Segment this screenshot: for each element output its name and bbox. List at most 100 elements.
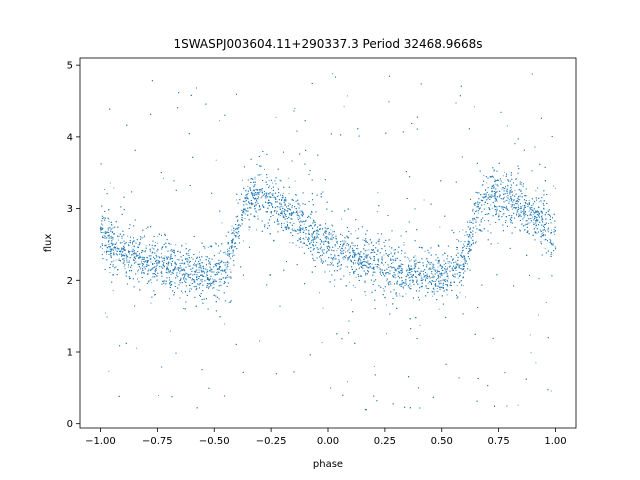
data-point [467,263,468,265]
data-point [346,95,348,97]
data-point [136,347,138,349]
data-point [431,276,433,278]
data-point [365,257,367,259]
data-point [355,254,357,256]
data-point [143,236,145,238]
data-point [168,242,170,244]
data-point [487,198,489,199]
data-point [281,224,282,226]
data-point [528,205,529,207]
data-point [282,206,284,208]
data-point [491,195,493,197]
data-point [178,280,180,282]
data-point [140,267,142,269]
data-point [413,268,415,270]
data-point [297,203,299,205]
data-point [198,251,200,253]
data-point [411,259,413,261]
data-point [237,226,239,228]
data-point [145,256,147,258]
data-point [169,298,170,300]
data-point [300,227,302,229]
data-point [431,273,433,274]
data-point [224,323,226,325]
data-point [347,381,348,383]
data-point [514,189,516,191]
data-point [383,254,385,256]
data-point [169,262,171,264]
data-point [389,246,390,248]
data-point [352,245,354,246]
data-point [166,259,168,260]
data-point [338,258,340,260]
data-point [127,266,129,268]
data-point [231,229,233,231]
data-point [268,180,270,182]
data-point [330,229,332,231]
data-point [160,253,162,254]
data-point [252,189,254,191]
data-point [219,120,220,122]
data-point [128,250,130,252]
data-point [345,266,347,268]
data-point [115,249,117,251]
data-point [261,190,263,192]
data-point [129,253,130,255]
data-point [279,179,281,181]
data-point [279,215,281,216]
data-point [304,221,306,223]
data-point [303,223,305,225]
data-point [494,183,496,185]
data-point [167,257,169,259]
data-point [144,261,146,263]
data-point [313,245,315,247]
data-point [151,282,153,284]
data-point [101,254,103,256]
data-point [123,258,125,259]
data-point [150,302,152,304]
data-point [228,301,230,303]
data-point [499,194,500,196]
data-point [526,220,528,222]
data-point [216,289,218,291]
data-point [359,267,360,269]
data-point [414,255,416,257]
data-point [298,246,300,248]
data-point [542,231,544,233]
data-point [150,261,152,263]
data-point [538,201,540,203]
data-point [294,180,296,182]
data-point [349,247,351,249]
data-point [507,190,508,192]
data-point [188,255,190,256]
data-point [508,209,510,211]
data-point [334,285,335,287]
data-point [288,202,290,204]
data-point [108,221,110,222]
data-point [140,257,142,259]
data-point [237,233,239,235]
data-point [109,182,111,184]
data-point [381,275,382,276]
data-point [188,259,190,261]
data-point [334,245,336,247]
data-point [373,365,375,367]
data-point [127,235,129,237]
data-point [352,284,354,286]
data-point [305,220,307,222]
data-point [510,204,512,206]
data-point [231,252,233,254]
data-point [359,260,361,262]
data-point [184,275,186,277]
data-point [191,257,192,259]
data-point [164,255,166,257]
data-point [475,231,477,233]
data-point [494,201,496,202]
data-point [271,188,272,190]
data-point [438,262,440,264]
data-point [443,291,445,292]
data-point [187,254,189,256]
data-point [437,277,438,279]
data-point [179,272,181,274]
data-point [270,204,272,206]
